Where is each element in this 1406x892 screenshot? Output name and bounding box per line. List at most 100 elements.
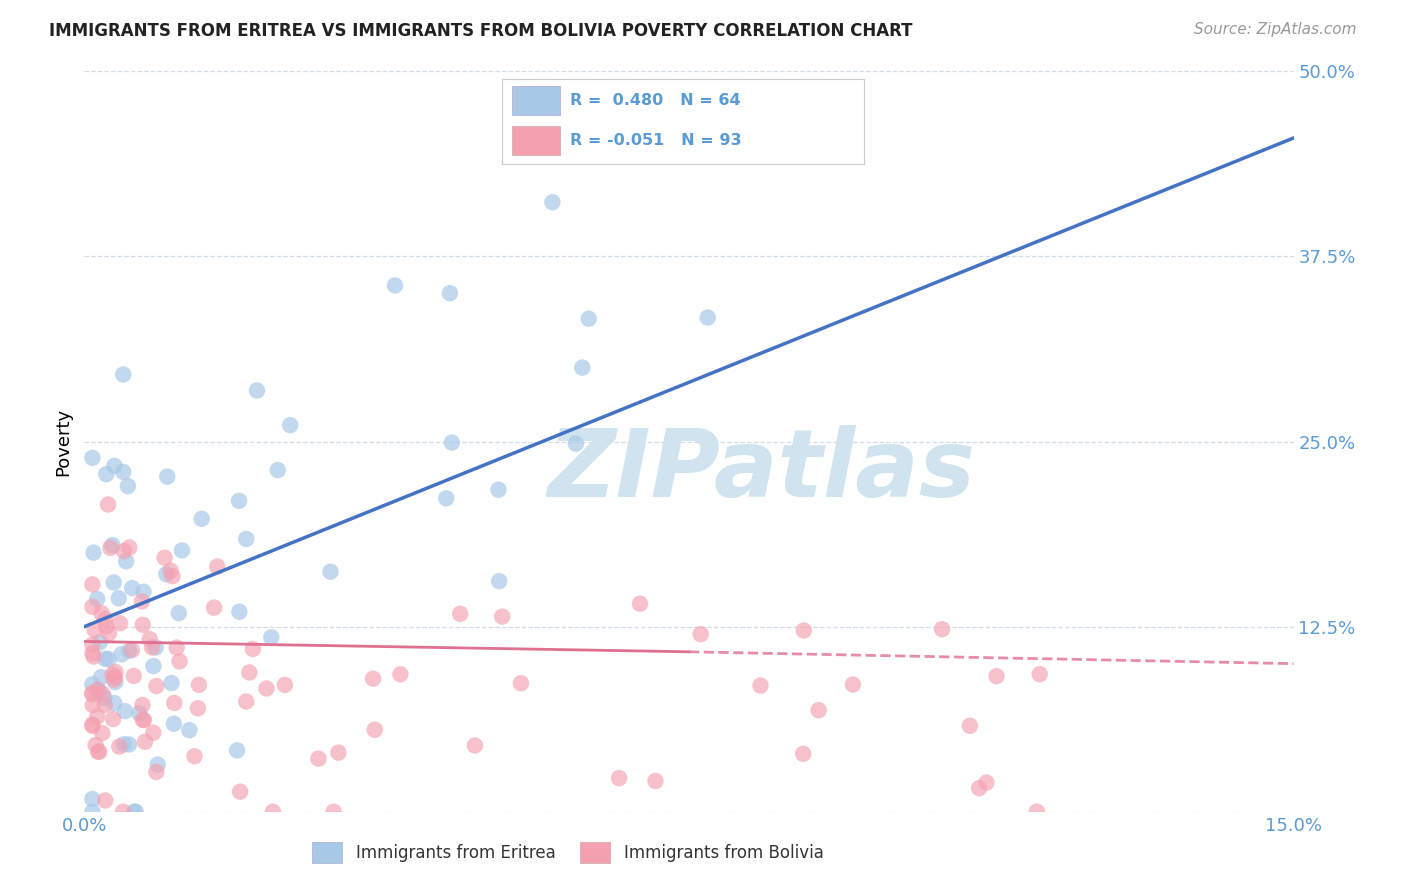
Point — [434, 491, 457, 506]
Point — [98, 541, 121, 555]
Point — [82, 687, 104, 701]
Point — [117, 479, 139, 493]
Point — [87, 745, 110, 759]
Point — [146, 757, 169, 772]
Point — [307, 751, 329, 765]
Point — [256, 681, 278, 696]
Point — [97, 652, 120, 666]
Point — [749, 679, 772, 693]
Point — [101, 538, 124, 552]
Point — [134, 735, 156, 749]
Point — [122, 669, 145, 683]
Point — [108, 616, 131, 631]
Point — [145, 640, 167, 655]
Point — [104, 675, 127, 690]
Point — [94, 793, 117, 807]
Point — [118, 738, 141, 752]
Point — [94, 612, 117, 626]
Point — [82, 577, 104, 591]
Point — [82, 805, 104, 819]
Point — [578, 311, 600, 326]
Point — [132, 584, 155, 599]
Point — [112, 465, 135, 479]
Point — [488, 574, 510, 589]
Point — [986, 669, 1008, 683]
Point — [131, 698, 153, 712]
Point — [931, 622, 953, 636]
Point — [108, 739, 131, 754]
Point — [488, 483, 510, 497]
Point — [179, 723, 201, 738]
Point — [235, 532, 257, 546]
Point — [959, 719, 981, 733]
Point — [132, 713, 155, 727]
Point — [156, 469, 179, 483]
Point — [103, 458, 125, 473]
Point — [83, 623, 105, 637]
Point — [565, 436, 588, 450]
Point — [112, 368, 135, 382]
Point — [235, 694, 257, 708]
Point — [121, 581, 143, 595]
Point — [96, 619, 118, 633]
Point — [440, 435, 463, 450]
Point — [90, 670, 112, 684]
Point — [82, 677, 104, 691]
Point — [94, 698, 117, 712]
Text: ZIPatlas: ZIPatlas — [547, 425, 976, 517]
Point — [82, 698, 104, 712]
Point — [228, 494, 250, 508]
Point — [93, 690, 115, 705]
Point — [160, 676, 183, 690]
Point — [101, 667, 124, 681]
Point — [328, 746, 350, 760]
Point — [842, 677, 865, 691]
Point — [103, 696, 125, 710]
Point — [319, 565, 342, 579]
Point — [112, 737, 135, 751]
Point — [170, 543, 193, 558]
Legend: Immigrants from Eritrea, Immigrants from Bolivia: Immigrants from Eritrea, Immigrants from… — [312, 842, 824, 863]
Point — [364, 723, 387, 737]
Point — [274, 678, 297, 692]
Point — [322, 805, 344, 819]
Point — [104, 665, 127, 679]
Point — [86, 591, 108, 606]
Point — [91, 687, 114, 701]
Point — [82, 450, 104, 465]
Point — [97, 626, 120, 640]
Point — [167, 606, 190, 620]
Point — [571, 360, 593, 375]
Point — [107, 591, 129, 606]
Point — [155, 567, 177, 582]
Point — [141, 640, 163, 655]
Point — [89, 745, 111, 759]
Point — [439, 286, 461, 301]
Point — [110, 648, 132, 662]
Point — [83, 546, 105, 560]
Point — [112, 544, 135, 558]
Point — [82, 717, 104, 731]
Point — [142, 725, 165, 739]
Point — [689, 627, 711, 641]
Point — [118, 541, 141, 555]
Point — [96, 467, 118, 482]
Point — [112, 805, 135, 819]
Text: IMMIGRANTS FROM ERITREA VS IMMIGRANTS FROM BOLIVIA POVERTY CORRELATION CHART: IMMIGRANTS FROM ERITREA VS IMMIGRANTS FR… — [49, 22, 912, 40]
Point — [628, 597, 651, 611]
Point — [229, 785, 252, 799]
Point — [238, 665, 260, 680]
Point — [807, 703, 830, 717]
Point — [792, 747, 814, 761]
Point — [97, 498, 120, 512]
Point — [207, 559, 229, 574]
Point — [114, 704, 136, 718]
Point — [183, 749, 205, 764]
Point — [696, 310, 718, 325]
Point — [84, 738, 107, 752]
Point — [361, 672, 384, 686]
Point — [509, 676, 531, 690]
Point — [228, 605, 250, 619]
Point — [82, 686, 104, 700]
Point — [967, 781, 990, 796]
